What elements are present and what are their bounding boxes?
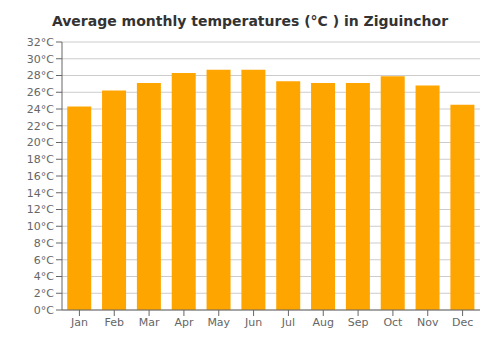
svg-text:8°C: 8°C [34,237,54,250]
svg-text:Oct: Oct [383,316,403,329]
svg-text:2°C: 2°C [34,287,54,300]
svg-text:Apr: Apr [174,316,194,329]
svg-text:20°C: 20°C [27,136,54,149]
html-text:Average monthly temperatures (: Average monthly temperatures (°C ) in Zi… [51,13,449,29]
svg-text:28°C: 28°C [27,69,54,82]
svg-text:30°C: 30°C [27,53,54,66]
svg-text:16°C: 16°C [27,170,54,183]
svg-text:6°C: 6°C [34,254,54,267]
svg-text:Nov: Nov [417,316,439,329]
svg-text:22°C: 22°C [27,120,54,133]
svg-text:Dec: Dec [452,316,473,329]
svg-text:18°C: 18°C [27,153,54,166]
svg-text:May: May [207,316,230,329]
svg-text:14°C: 14°C [27,187,54,200]
svg-text:0°C: 0°C [34,304,54,317]
svg-text:10°C: 10°C [27,220,54,233]
svg-text:Sep: Sep [348,316,369,329]
svg-text:24°C: 24°C [27,103,54,116]
svg-text:Jan: Jan [70,316,88,329]
svg-text:Aug: Aug [313,316,334,329]
svg-text:Feb: Feb [105,316,124,329]
svg-text:26°C: 26°C [27,86,54,99]
svg-text:Jun: Jun [244,316,262,329]
svg-text:Jul: Jul [281,316,295,329]
svg-text:32°C: 32°C [27,36,54,49]
svg-text:12°C: 12°C [27,203,54,216]
svg-text:Mar: Mar [139,316,160,329]
svg-text:4°C: 4°C [34,270,54,283]
